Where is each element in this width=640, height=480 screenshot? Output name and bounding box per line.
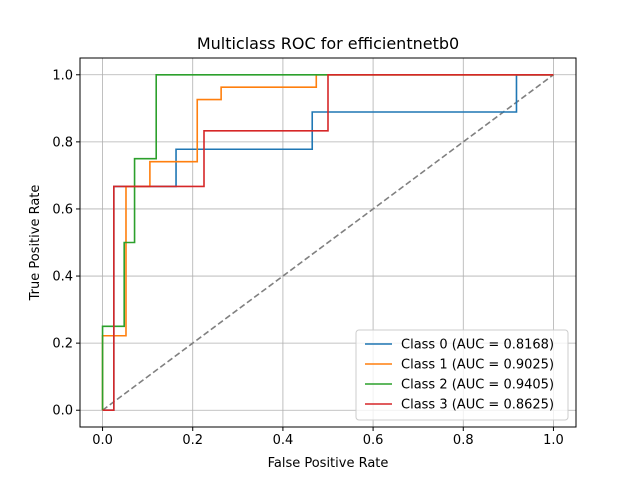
ticks: 0.0 0.2 0.4 0.6 0.8 1.0 0.0 0.2 0.4 0.6 0.8 1.0 [52,68,563,448]
legend-label-class-1: Class 1 (AUC = 0.9025) [401,358,554,373]
legend: Class 0 (AUC = 0.8168) Class 1 (AUC = 0.9… [355,329,569,421]
grid [80,58,576,427]
y-tick-label: 0.8 [52,135,73,150]
roc-curve-class-1 [101,73,554,411]
series-group [101,73,554,412]
roc-curve-class-3 [102,73,554,412]
legend-box [355,329,569,421]
x-tick-label: 0.2 [182,433,203,448]
y-tick-label: 1.0 [52,68,73,83]
chart-title: Multiclass ROC for efficientnetb0 [197,34,459,53]
roc-curve-class-2 [101,73,554,411]
x-axis-label: False Positive Rate [268,456,389,471]
y-tick-label: 0.2 [52,337,73,352]
y-tick-label: 0.0 [52,404,73,419]
x-tick-label: 0.6 [363,433,384,448]
legend-label-class-0: Class 0 (AUC = 0.8168) [401,338,554,353]
reference-line-group [102,74,554,411]
y-tick-label: 0.4 [52,270,73,285]
x-tick-label: 0.0 [92,433,113,448]
chance-diagonal-line [102,74,554,411]
y-axis-label: True Positive Rate [28,185,43,302]
legend-label-class-3: Class 3 (AUC = 0.8625) [401,398,554,413]
plot-frame [79,57,577,428]
y-tick-label: 0.6 [52,202,73,217]
x-tick-label: 0.8 [453,433,474,448]
x-tick-label: 0.4 [273,433,294,448]
x-tick-label: 1.0 [543,433,564,448]
legend-label-class-2: Class 2 (AUC = 0.9405) [401,378,554,393]
